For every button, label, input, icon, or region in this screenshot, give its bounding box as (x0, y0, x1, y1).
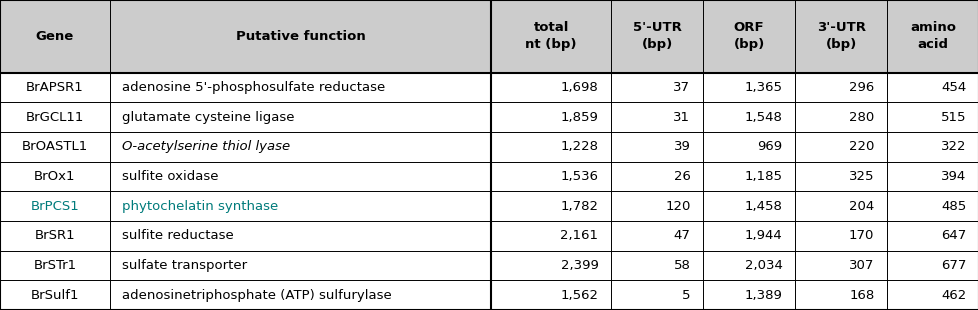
Text: 39: 39 (673, 140, 689, 153)
Text: BrSTr1: BrSTr1 (33, 259, 76, 272)
Text: O-acetylserine thiol lyase: O-acetylserine thiol lyase (122, 140, 290, 153)
Bar (0, 162, 978, 191)
Bar (0, 0, 978, 73)
Text: 1,782: 1,782 (560, 200, 598, 213)
Text: 5'-UTR
(bp): 5'-UTR (bp) (632, 21, 681, 51)
Text: 1,698: 1,698 (560, 81, 598, 94)
Text: 1,548: 1,548 (743, 111, 781, 124)
Text: 31: 31 (673, 111, 689, 124)
Text: BrOASTL1: BrOASTL1 (22, 140, 88, 153)
Text: 1,562: 1,562 (560, 289, 598, 302)
Text: adenosinetriphosphate (ATP) sulfurylase: adenosinetriphosphate (ATP) sulfurylase (122, 289, 392, 302)
Text: 120: 120 (664, 200, 689, 213)
Text: sulfite reductase: sulfite reductase (122, 229, 234, 242)
Text: 454: 454 (940, 81, 965, 94)
Text: sulfite oxidase: sulfite oxidase (122, 170, 219, 183)
Text: BrGCL11: BrGCL11 (25, 111, 84, 124)
Text: 322: 322 (940, 140, 965, 153)
Bar (0, 103, 978, 132)
Text: adenosine 5'-phosphosulfate reductase: adenosine 5'-phosphosulfate reductase (122, 81, 385, 94)
Bar (0, 73, 978, 103)
Text: 58: 58 (673, 259, 689, 272)
Text: 296: 296 (848, 81, 873, 94)
Text: 2,034: 2,034 (743, 259, 781, 272)
Text: 5: 5 (682, 289, 689, 302)
Text: glutamate cysteine ligase: glutamate cysteine ligase (122, 111, 294, 124)
Text: 1,365: 1,365 (743, 81, 781, 94)
Text: phytochelatin synthase: phytochelatin synthase (122, 200, 279, 213)
Text: 204: 204 (848, 200, 873, 213)
Bar (0, 280, 978, 310)
Text: 647: 647 (940, 229, 965, 242)
Text: 1,389: 1,389 (743, 289, 781, 302)
Text: 325: 325 (848, 170, 873, 183)
Text: BrSR1: BrSR1 (34, 229, 75, 242)
Text: 280: 280 (848, 111, 873, 124)
Text: 170: 170 (848, 229, 873, 242)
Text: 1,859: 1,859 (560, 111, 598, 124)
Text: Putative function: Putative function (236, 30, 365, 43)
Text: 1,458: 1,458 (743, 200, 781, 213)
Text: total
nt (bp): total nt (bp) (525, 21, 576, 51)
Text: 515: 515 (940, 111, 965, 124)
Text: 37: 37 (673, 81, 689, 94)
Text: BrPCS1: BrPCS1 (30, 200, 79, 213)
Text: sulfate transporter: sulfate transporter (122, 259, 247, 272)
Text: amino
acid: amino acid (910, 21, 956, 51)
Text: 1,944: 1,944 (744, 229, 781, 242)
Text: 307: 307 (848, 259, 873, 272)
Text: 485: 485 (940, 200, 965, 213)
Text: BrAPSR1: BrAPSR1 (26, 81, 84, 94)
Text: ORF
(bp): ORF (bp) (733, 21, 764, 51)
Text: 168: 168 (848, 289, 873, 302)
Bar (0, 132, 978, 162)
Text: BrSulf1: BrSulf1 (30, 289, 79, 302)
Text: 677: 677 (940, 259, 965, 272)
Bar (0, 251, 978, 280)
Text: 220: 220 (848, 140, 873, 153)
Text: BrOx1: BrOx1 (34, 170, 75, 183)
Text: 1,185: 1,185 (743, 170, 781, 183)
Text: 47: 47 (673, 229, 689, 242)
Text: 26: 26 (673, 170, 689, 183)
Bar (0, 192, 978, 221)
Text: 2,161: 2,161 (560, 229, 598, 242)
Text: 3'-UTR
(bp): 3'-UTR (bp) (816, 21, 865, 51)
Text: 394: 394 (940, 170, 965, 183)
Text: 2,399: 2,399 (560, 259, 598, 272)
Text: 1,228: 1,228 (560, 140, 598, 153)
Text: Gene: Gene (35, 30, 74, 43)
Text: 969: 969 (757, 140, 781, 153)
Text: 462: 462 (940, 289, 965, 302)
Text: 1,536: 1,536 (560, 170, 598, 183)
Bar (0, 221, 978, 251)
